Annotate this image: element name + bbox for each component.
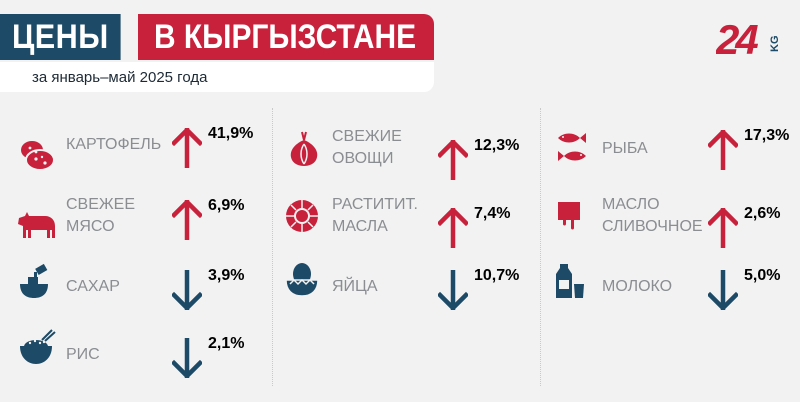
arrow-up-icon (708, 208, 738, 248)
arrow-up-icon (172, 128, 202, 168)
item-potato: КАРТОФЕЛЬ 41,9% (18, 125, 278, 192)
item-label: КАРТОФЕЛЬ (66, 136, 162, 153)
item-rice: РИС 2,1% (18, 329, 278, 402)
item-milk: МОЛОКО 5,0% (554, 264, 800, 334)
item-percent: 10,7% (474, 267, 520, 284)
potato-icon (21, 141, 55, 171)
item-percent: 5,0% (744, 267, 781, 284)
item-label: МЯСО (66, 218, 115, 235)
arrow-down-icon (708, 270, 738, 310)
butter-icon (558, 202, 580, 230)
column-divider-2 (540, 108, 541, 386)
item-label: СЛИВОЧНОЕ (602, 218, 703, 235)
arrow-up-icon (438, 140, 468, 180)
arrow-up-icon (708, 130, 738, 170)
sunflower-icon (286, 200, 318, 232)
item-butter: МАСЛО СЛИВОЧНОЕ 2,6% (554, 196, 800, 272)
item-label: РИС (66, 346, 100, 363)
item-label: САХАР (66, 278, 120, 295)
cow-icon (18, 212, 55, 238)
item-percent: 41,9% (208, 125, 254, 142)
item-sugar: САХАР 3,9% (18, 263, 278, 334)
item-label: МАСЛО (602, 196, 660, 213)
svg-text:24: 24 (716, 18, 758, 58)
item-label: МАСЛА (332, 218, 388, 235)
item-label: МОЛОКО (602, 278, 673, 295)
item-percent: 2,6% (744, 205, 781, 222)
onion-icon (290, 131, 318, 166)
item-label: СВЕЖИЕ (332, 128, 402, 145)
item-label: ЯЙЦА (332, 278, 378, 295)
subtitle: за январь–май 2025 года (32, 69, 208, 86)
item-vegetable-oil: РАСТИТИТ. МАСЛА 7,4% (284, 196, 544, 272)
item-percent: 12,3% (474, 137, 520, 154)
sugar-bowl-icon (20, 263, 48, 298)
item-vegetables: СВЕЖИЕ ОВОЩИ 12,3% (284, 128, 544, 204)
item-label: РЫБА (602, 140, 648, 157)
arrow-down-icon (438, 270, 468, 310)
svg-text:KG: KG (769, 36, 781, 53)
item-percent: 17,3% (744, 127, 790, 144)
column-divider-1 (272, 108, 273, 386)
arrow-up-icon (172, 200, 202, 240)
item-label: РАСТИТИТ. (332, 196, 418, 213)
rice-bowl-icon (20, 329, 56, 364)
item-percent: 6,9% (208, 197, 245, 214)
item-eggs: ЯЙЦА 10,7% (284, 263, 544, 334)
milk-icon (556, 264, 584, 298)
item-percent: 3,9% (208, 267, 245, 284)
title-left: ЦЕНЫ (0, 14, 121, 60)
arrow-up-icon (438, 208, 468, 248)
item-label: ОВОЩИ (332, 150, 394, 167)
arrow-down-icon (172, 338, 202, 378)
subtitle-bar (0, 62, 434, 92)
title-right: В КЫРГЫЗСТАНЕ (138, 14, 434, 60)
item-percent: 7,4% (474, 205, 511, 222)
logo-24kg: 24 KG (716, 18, 781, 58)
item-percent: 2,1% (208, 335, 245, 352)
item-meat: СВЕЖЕЕ МЯСО 6,9% (18, 196, 278, 264)
egg-basket-icon (285, 263, 319, 297)
arrow-down-icon (172, 270, 202, 310)
fish-icon (558, 133, 586, 161)
item-fish: РЫБА 17,3% (554, 127, 800, 194)
item-label: СВЕЖЕЕ (66, 196, 136, 213)
